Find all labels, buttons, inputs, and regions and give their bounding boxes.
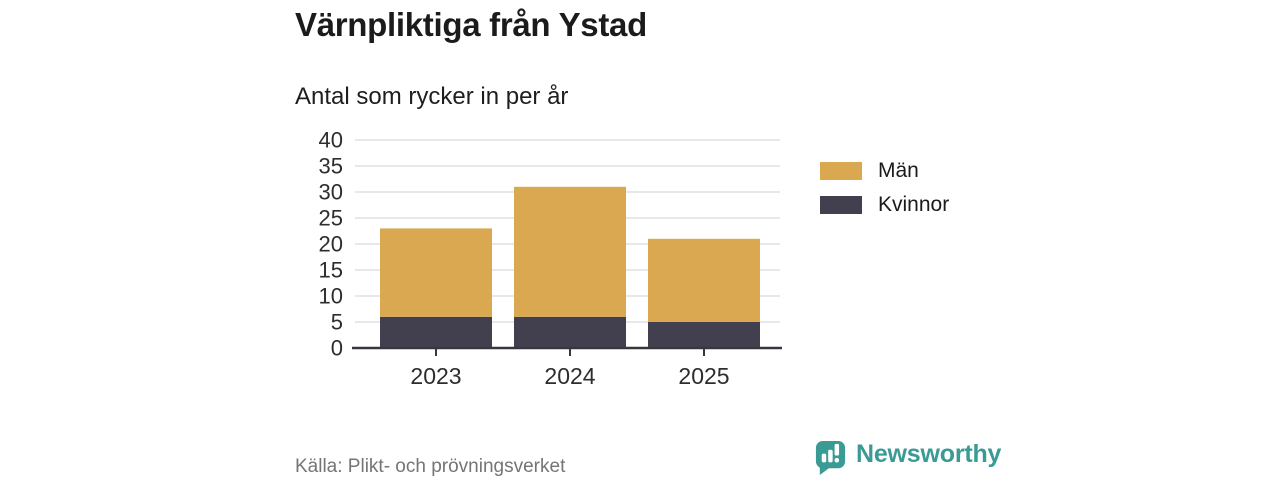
legend-swatch-kvinnor xyxy=(820,195,862,214)
x-axis-tick-label: 2024 xyxy=(544,363,595,389)
bar-segment-kvinnor-2023 xyxy=(380,316,492,348)
chart-subtitle: Antal som rycker in per år xyxy=(295,83,569,110)
bar-chart-speech-bubble-icon xyxy=(815,440,846,475)
page-title: Värnpliktiga från Ystad xyxy=(295,6,647,43)
source-attribution: Källa: Plikt- och prövningsverket xyxy=(295,456,566,477)
y-axis-tick-label: 30 xyxy=(319,180,343,205)
bar-segment-män-2024 xyxy=(514,186,626,317)
y-axis-tick-label: 15 xyxy=(319,258,343,283)
bar-segment-kvinnor-2025 xyxy=(648,322,760,348)
brand-name: Newsworthy xyxy=(856,440,1002,468)
legend-item-kvinnor: Kvinnor xyxy=(820,194,949,215)
chart-legend: Män Kvinnor xyxy=(820,160,949,228)
y-axis-tick-label: 5 xyxy=(331,310,343,335)
y-axis-tick-label: 20 xyxy=(319,232,343,257)
legend-label-man: Män xyxy=(878,159,919,182)
x-axis-tick-label: 2023 xyxy=(410,363,461,389)
x-axis-tick-label: 2025 xyxy=(678,363,729,389)
y-axis-tick-label: 25 xyxy=(319,206,343,231)
legend-swatch-man xyxy=(820,161,862,180)
bar-segment-män-2025 xyxy=(648,238,760,322)
y-axis-tick-label: 0 xyxy=(331,336,343,361)
y-axis-tick-label: 10 xyxy=(319,284,343,309)
y-axis-tick-label: 40 xyxy=(319,128,343,153)
legend-item-man: Män xyxy=(820,160,949,181)
bar-segment-kvinnor-2024 xyxy=(514,316,626,348)
legend-label-kvinnor: Kvinnor xyxy=(878,193,950,216)
y-axis-tick-label: 35 xyxy=(319,154,343,179)
newsworthy-logo: Newsworthy xyxy=(813,439,1001,476)
bar-segment-män-2023 xyxy=(380,228,492,317)
